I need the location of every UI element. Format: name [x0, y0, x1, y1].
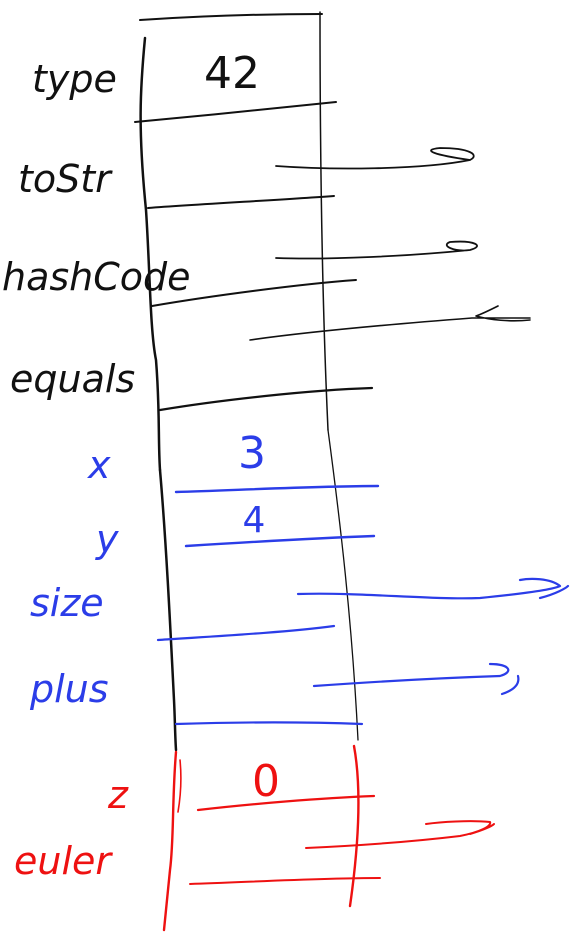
divider-after-y	[184, 534, 376, 548]
field-label-type: type	[32, 57, 117, 101]
equals-pointer-arrow	[249, 305, 531, 341]
divider-after-size	[156, 624, 336, 642]
field-value-y: 4	[243, 500, 266, 541]
field-label-size: size	[30, 581, 104, 625]
field-label-hashcode: hashCode	[2, 255, 191, 299]
column-right-border-blue	[327, 429, 359, 741]
size-pointer-arrow	[296, 577, 570, 600]
column-left-border-blue	[158, 468, 178, 752]
divider-after-tostr	[147, 195, 335, 209]
column-right-border-black	[319, 11, 329, 431]
tostr-pointer-arrow	[275, 147, 475, 170]
column-right-border-red	[348, 744, 360, 908]
euler-pointer-arrow	[305, 820, 495, 849]
cell-top-edge	[139, 13, 323, 21]
field-label-tostr: toStr	[18, 157, 113, 201]
hashcode-pointer-arrow	[275, 240, 478, 260]
field-label-x: x	[87, 443, 111, 487]
plus-pointer-arrow	[312, 662, 520, 696]
divider-after-x	[174, 484, 380, 494]
divider-after-plus	[174, 721, 364, 726]
field-value-x: 3	[238, 428, 266, 479]
divider-after-hashcode	[151, 279, 357, 307]
field-label-y: y	[95, 517, 119, 561]
field-label-plus: plus	[29, 667, 109, 711]
field-label-euler: euler	[14, 839, 113, 883]
divider-after-euler	[189, 877, 381, 885]
divider-after-type	[134, 101, 337, 123]
field-label-equals: equals	[10, 357, 135, 401]
column-left-border-red	[162, 750, 178, 932]
red-left-inner-stroke	[177, 759, 182, 813]
divider-after-z	[196, 794, 376, 812]
field-label-z: z	[107, 773, 129, 817]
field-value-type: 42	[204, 48, 260, 99]
divider-after-equals	[158, 386, 374, 412]
column-left-border-black	[139, 36, 162, 472]
field-value-z: 0	[252, 756, 280, 807]
